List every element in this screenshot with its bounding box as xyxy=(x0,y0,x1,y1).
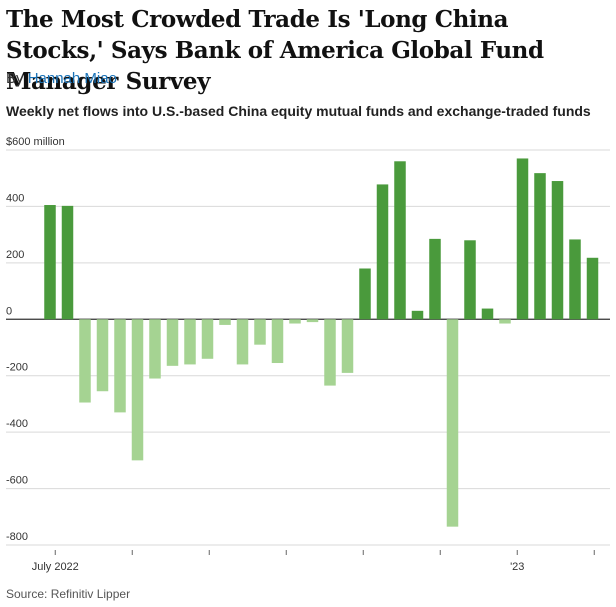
author-link[interactable]: Hannah Miao xyxy=(27,70,117,87)
bar xyxy=(236,319,249,365)
bar xyxy=(201,319,214,359)
bars xyxy=(44,158,599,527)
bar xyxy=(79,319,91,403)
bar xyxy=(289,319,301,324)
x-tick-label: July 2022 xyxy=(32,561,79,573)
x-tick-label: '23 xyxy=(510,561,524,573)
bar xyxy=(341,319,354,373)
bar xyxy=(324,319,336,386)
bar xyxy=(586,257,599,320)
bar xyxy=(306,319,319,323)
byline: By Hannah Miao xyxy=(6,70,117,87)
y-tick-label: $600 million xyxy=(6,136,65,148)
bar xyxy=(254,319,266,345)
y-tick-label: -800 xyxy=(6,531,28,543)
bar xyxy=(551,181,564,320)
y-tick-label: -400 xyxy=(6,418,28,430)
y-tick-label: 200 xyxy=(6,249,24,261)
chart-subtitle: Weekly net flows into U.S.-based China e… xyxy=(6,103,591,119)
bar xyxy=(394,161,406,320)
bar xyxy=(516,158,529,320)
bar xyxy=(61,205,74,320)
bar xyxy=(219,319,231,325)
axes: $600 million 400 200 0 -200 -400 -600 -800 July … xyxy=(6,136,595,573)
bar xyxy=(184,319,196,365)
byline-prefix: By xyxy=(6,70,24,87)
bar xyxy=(464,240,476,320)
headline: The Most Crowded Trade Is 'Long China St… xyxy=(6,6,544,95)
bar xyxy=(481,308,494,320)
bar xyxy=(376,184,389,320)
bar xyxy=(114,319,126,413)
bar xyxy=(149,319,161,379)
y-tick-label: -600 xyxy=(6,475,28,487)
bar xyxy=(166,319,179,366)
y-tick-label: -200 xyxy=(6,362,28,374)
bar xyxy=(446,319,459,527)
bar xyxy=(534,173,546,320)
bar xyxy=(411,310,424,320)
source-note: Source: Refinitiv Lipper xyxy=(6,587,131,601)
bar xyxy=(131,319,144,461)
y-tick-label: 0 xyxy=(6,305,12,317)
bar xyxy=(44,205,56,320)
bar xyxy=(429,238,441,320)
bar xyxy=(96,319,109,392)
bar xyxy=(271,319,284,364)
y-tick-label: 400 xyxy=(6,192,24,204)
bar xyxy=(359,268,371,320)
bar xyxy=(499,319,511,324)
bar xyxy=(569,239,581,320)
